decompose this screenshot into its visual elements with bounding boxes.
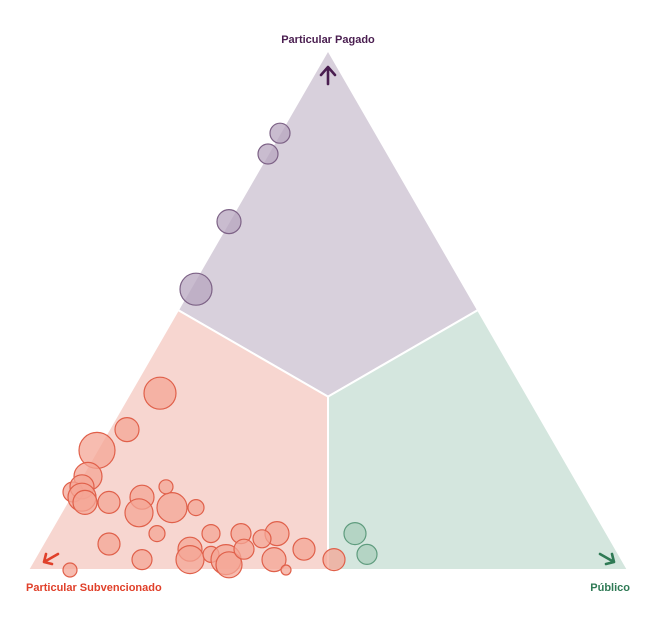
bubble-point[interactable] (97, 532, 121, 556)
bubble-point[interactable] (252, 529, 272, 549)
ternary-regions (26, 47, 630, 571)
bubble-layer (62, 122, 378, 579)
bubble-point[interactable] (292, 537, 316, 561)
bubble-point[interactable] (215, 551, 243, 579)
bubble-point[interactable] (114, 417, 140, 443)
arrow-down-right-icon (598, 552, 616, 566)
bubble-point[interactable] (179, 272, 213, 306)
bubble-point[interactable] (257, 143, 279, 165)
bubble-point[interactable] (322, 547, 346, 572)
bubble-point[interactable] (280, 564, 292, 576)
bubble-point[interactable] (62, 562, 78, 578)
region-publico (327, 308, 630, 571)
bubble-point[interactable] (97, 490, 121, 514)
bubble-point[interactable] (356, 543, 378, 566)
bubble-point[interactable] (201, 523, 221, 544)
bubble-point[interactable] (72, 489, 98, 515)
bubble-point[interactable] (148, 524, 166, 543)
bubble-point[interactable] (156, 492, 188, 524)
corner-arrows (42, 65, 616, 566)
bubble-point[interactable] (343, 521, 367, 546)
arrow-up-icon (319, 65, 337, 86)
bubble-point[interactable] (131, 548, 153, 571)
left-corner-label: Particular Subvencionado (26, 582, 162, 594)
bubble-point[interactable] (216, 209, 242, 235)
arrow-down-left-icon (42, 552, 60, 566)
bubble-point[interactable] (187, 499, 205, 517)
bubble-point[interactable] (175, 544, 205, 575)
bubble-point[interactable] (158, 479, 174, 495)
top-corner-label: Particular Pagado (281, 34, 375, 46)
right-corner-label: Público (590, 582, 630, 594)
bubble-point[interactable] (269, 122, 291, 144)
bubble-point[interactable] (124, 498, 154, 528)
bubble-point[interactable] (261, 546, 287, 573)
bubble-point[interactable] (143, 376, 177, 410)
bubble-point[interactable] (233, 538, 255, 560)
